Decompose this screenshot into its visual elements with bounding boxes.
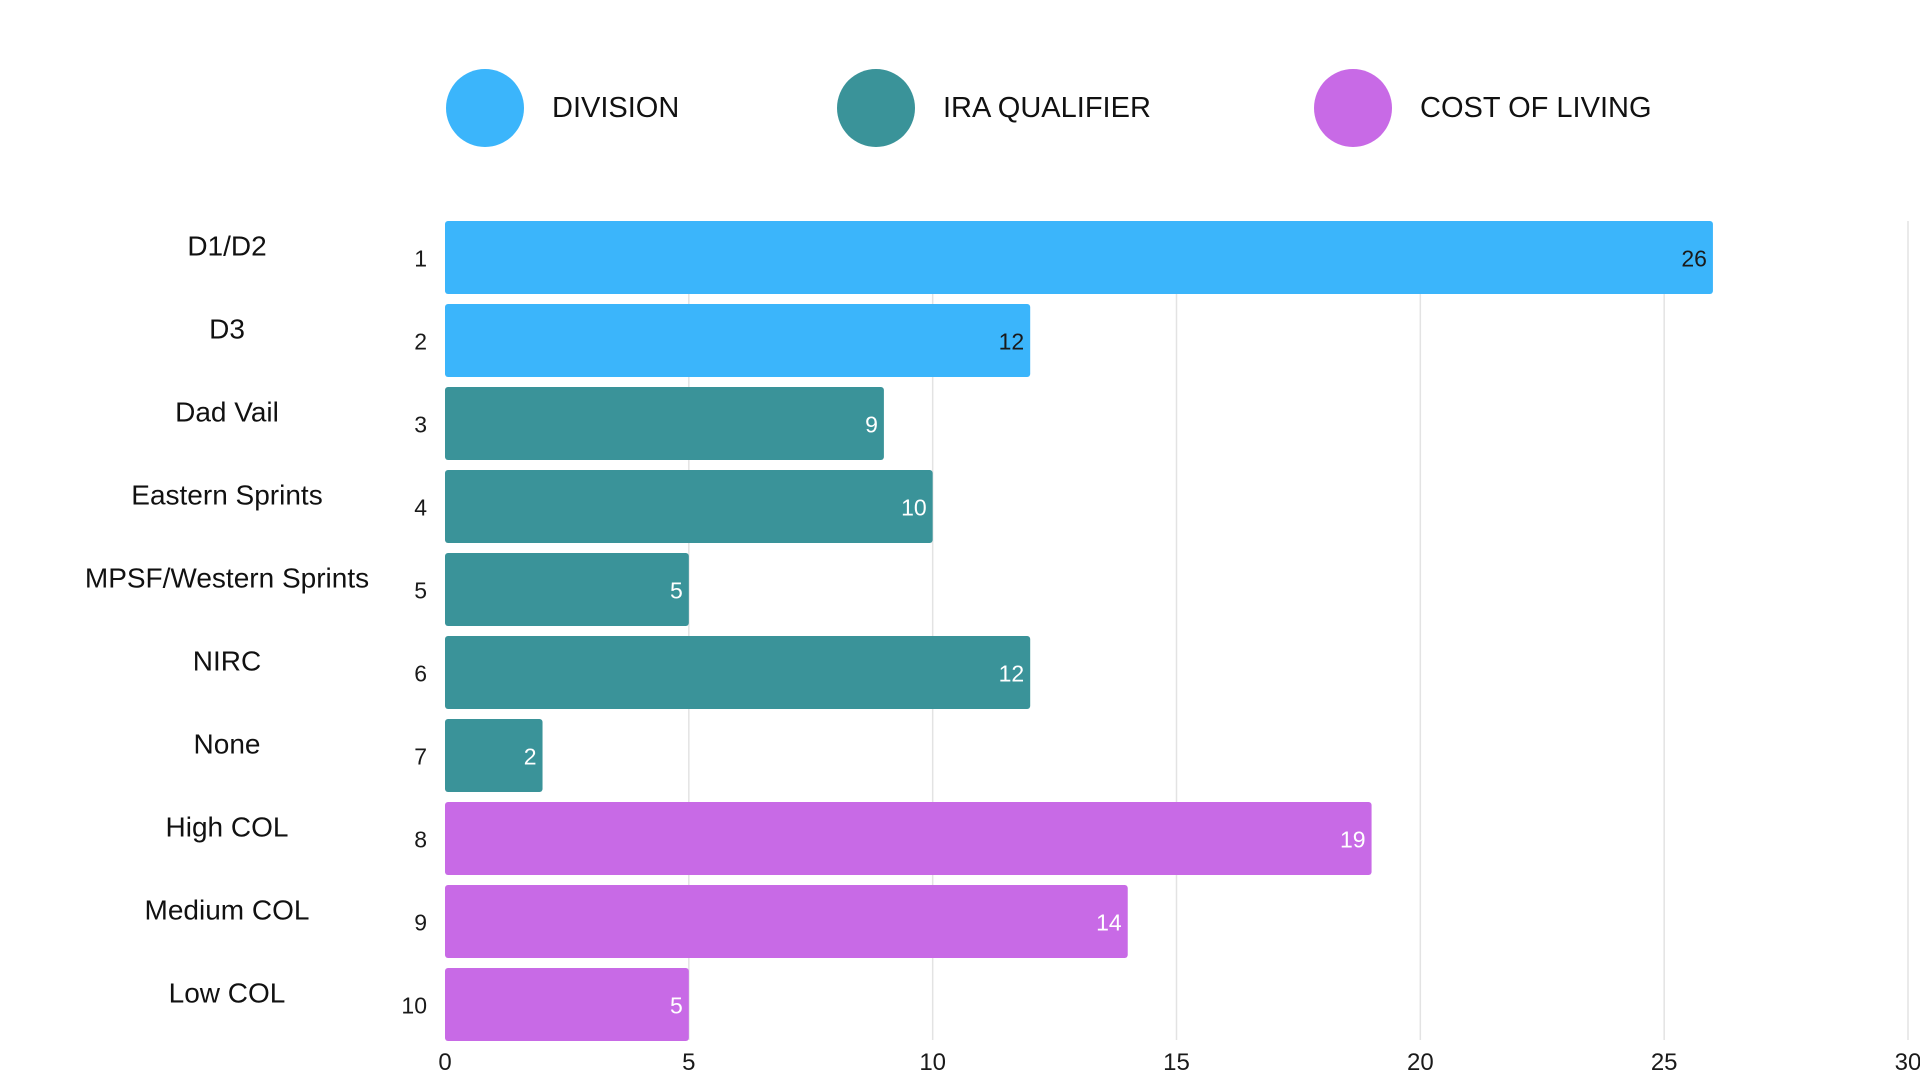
legend-swatch-division xyxy=(446,69,524,147)
value-label: 5 xyxy=(670,993,683,1019)
value-label: 14 xyxy=(1096,910,1122,936)
category-label: Low COL xyxy=(169,978,286,1009)
value-label: 12 xyxy=(999,329,1025,355)
bar-col xyxy=(445,802,1372,875)
legend-label-col: COST OF LIVING xyxy=(1420,92,1652,124)
value-label: 12 xyxy=(999,661,1025,687)
rank-label: 1 xyxy=(414,246,427,272)
category-labels: D1/D2 1 D3 2 Dad Vail 3 Eastern Sprints 4 MPSF/W… xyxy=(85,231,427,1019)
category-label: Dad Vail xyxy=(175,397,279,428)
rank-label: 4 xyxy=(414,495,427,521)
bars: 26 12 9 10 5 12 2 19 14 5 xyxy=(445,221,1713,1041)
legend-swatch-col xyxy=(1314,69,1392,147)
category-label: D3 xyxy=(209,314,245,345)
x-tick-label: 30 xyxy=(1895,1049,1920,1076)
category-label: Eastern Sprints xyxy=(131,480,322,511)
category-label: Medium COL xyxy=(145,895,310,926)
value-label: 19 xyxy=(1340,827,1366,853)
rank-label: 6 xyxy=(414,661,427,687)
rank-label: 2 xyxy=(414,329,427,355)
legend-label-division: DIVISION xyxy=(552,92,679,124)
value-label: 10 xyxy=(901,495,927,521)
bar-ira xyxy=(445,387,884,460)
category-label: High COL xyxy=(166,812,289,843)
x-tick-label: 15 xyxy=(1163,1049,1190,1076)
rank-label: 9 xyxy=(414,910,427,936)
bar-ira xyxy=(445,553,689,626)
value-label: 26 xyxy=(1681,246,1707,272)
rank-label: 3 xyxy=(414,412,427,438)
legend-label-ira: IRA QUALIFIER xyxy=(943,92,1151,124)
legend: DIVISION IRA QUALIFIER COST OF LIVING xyxy=(446,69,1652,147)
rank-label: 7 xyxy=(414,744,427,770)
category-label: None xyxy=(194,729,261,760)
legend-swatch-ira xyxy=(837,69,915,147)
bar-ira xyxy=(445,470,933,543)
category-label: D1/D2 xyxy=(187,231,266,262)
bar-division xyxy=(445,304,1031,377)
category-label: MPSF/Western Sprints xyxy=(85,563,369,594)
bar-division xyxy=(445,221,1713,294)
rank-label: 10 xyxy=(401,993,427,1019)
bar-ira xyxy=(445,719,543,792)
bar-col xyxy=(445,968,689,1041)
x-tick-label: 10 xyxy=(919,1049,946,1076)
category-label: NIRC xyxy=(193,646,261,677)
value-label: 2 xyxy=(524,744,537,770)
x-tick-label: 0 xyxy=(438,1049,451,1076)
bar-col xyxy=(445,885,1128,958)
value-label: 9 xyxy=(865,412,878,438)
x-tick-label: 5 xyxy=(682,1049,695,1076)
x-tick-label: 25 xyxy=(1651,1049,1678,1076)
bar-ira xyxy=(445,636,1031,709)
rank-label: 8 xyxy=(414,827,427,853)
rank-label: 5 xyxy=(414,578,427,604)
x-tick-label: 20 xyxy=(1407,1049,1434,1076)
value-label: 5 xyxy=(670,578,683,604)
x-axis: 0 5 10 15 20 25 30 xyxy=(438,1049,1920,1076)
